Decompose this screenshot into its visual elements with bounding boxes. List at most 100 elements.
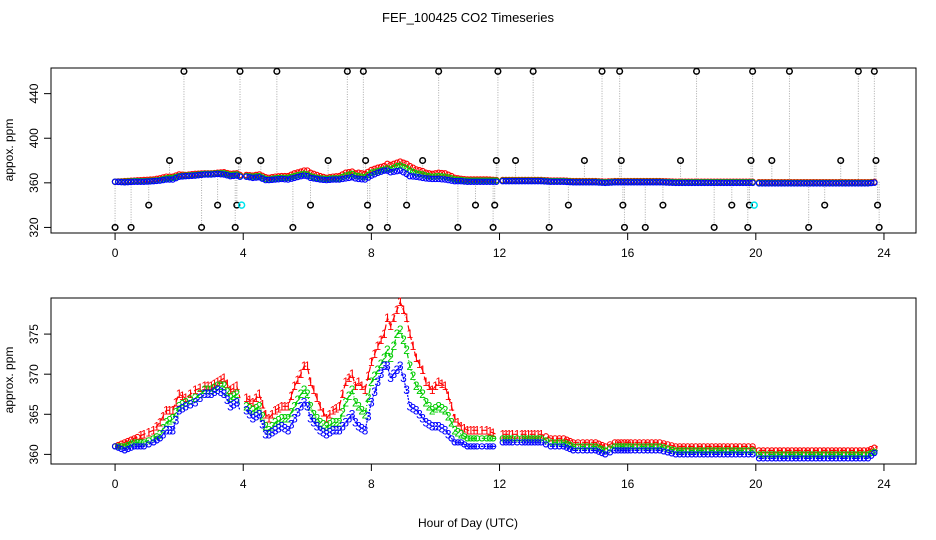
p2-point-series-1	[640, 439, 647, 446]
p2-marker-series-1: 1	[474, 423, 481, 437]
p1-point-series-3	[553, 178, 561, 185]
p2-point-series-3	[808, 455, 816, 462]
p2-point-series-2	[518, 435, 526, 442]
p2-line-series-3	[114, 364, 878, 459]
p2-ytick-label: 370	[27, 364, 41, 384]
p2-point-series-1	[631, 439, 639, 446]
p2-marker-series-3: 3	[166, 423, 173, 437]
p2-marker-series-3: 3	[349, 407, 356, 421]
p2-marker-series-1: 1	[346, 371, 353, 385]
p2-marker-series-3: 3	[397, 359, 404, 373]
p2-marker-series-1: 1	[464, 423, 471, 437]
p2-point-series-2	[840, 451, 848, 458]
p2-marker-series-1: 1	[217, 373, 224, 387]
p1-point-series-3	[377, 168, 385, 175]
p1-point-series-3	[291, 174, 298, 182]
p1-point-series-3	[835, 180, 843, 187]
p2-point-series-1	[696, 443, 703, 450]
p2-marker-series-1: 1	[166, 403, 173, 417]
p2-marker-series-1: 1	[509, 427, 516, 441]
p1-point-series-3	[470, 178, 478, 185]
p1-point-series-3	[156, 177, 164, 184]
p2-point-series-1	[621, 439, 628, 446]
p1-point-series-3	[396, 167, 404, 174]
p2-marker-series-1: 1	[374, 339, 381, 353]
p1-calibration-point	[710, 223, 718, 231]
p1-point-series-3	[307, 174, 314, 182]
p2-point-series-2	[521, 435, 529, 442]
p1-calibration-point	[127, 223, 135, 231]
p1-point-series-3	[595, 179, 603, 186]
p2-marker-series-1: 1	[141, 427, 148, 441]
p1-point-series-3	[710, 179, 718, 187]
p2-marker-series-2: 2	[330, 415, 337, 429]
p1-point-series-3	[272, 176, 279, 183]
p2-point-series-2	[828, 451, 836, 458]
p2-marker-series-3: 3	[371, 385, 378, 399]
p1-point-series-3	[656, 179, 663, 186]
p2-point-series-3	[588, 447, 595, 454]
p2-point-series-1	[755, 447, 763, 454]
p2-point-series-1	[588, 439, 595, 446]
p1-point-series-3	[778, 180, 785, 187]
p2-marker-series-1: 1	[490, 426, 497, 440]
p1-point-series-3	[288, 175, 295, 182]
p1-point-series-3	[813, 180, 820, 187]
p2-point-series-2	[611, 443, 619, 450]
p1-xtick-label: 12	[493, 246, 507, 260]
p2-marker-series-2: 2	[201, 383, 208, 397]
p1-point-series-3	[742, 179, 750, 187]
p2-marker-series-3: 3	[416, 407, 423, 421]
p2-marker-series-1: 1	[307, 375, 314, 389]
p1-point-series-3	[659, 179, 667, 186]
p2-point-series-3	[111, 443, 119, 450]
p1-calibration-point	[676, 156, 685, 165]
p2-marker-series-3: 3	[410, 401, 417, 415]
p1-point-series-3	[685, 179, 692, 187]
p2-marker-series-1: 1	[262, 407, 269, 421]
p2-point-series-2	[700, 447, 707, 454]
p1-point-series-3	[230, 172, 237, 180]
p2-marker-series-2: 2	[298, 387, 305, 401]
p2-marker-series-2: 2	[458, 427, 465, 441]
p1-calibration-point	[198, 223, 206, 231]
p2-point-series-3	[583, 447, 591, 454]
p1-point-series-3	[726, 179, 734, 187]
p2-marker-series-2: 2	[323, 419, 330, 433]
p2-marker-series-3: 3	[256, 407, 263, 421]
p1-point-series-3	[505, 177, 513, 185]
p2-marker-series-3: 3	[439, 421, 446, 435]
p1-point-series-3	[601, 179, 609, 187]
p2-point-series-2	[464, 435, 471, 442]
p2-point-series-3	[852, 455, 860, 462]
p2-point-series-1	[824, 447, 832, 454]
p1-point-series-3	[432, 175, 439, 183]
p2-point-series-3	[800, 455, 808, 462]
p1-point-series-3	[662, 179, 670, 186]
p2-marker-series-1: 1	[317, 399, 324, 413]
p2-marker-series-2: 2	[221, 379, 228, 393]
p1-point-series-3	[730, 179, 737, 187]
p2-marker-series-3: 3	[278, 419, 285, 433]
p2-point-series-3	[688, 451, 695, 458]
p2-marker-series-1: 1	[362, 383, 369, 397]
p1-point-series-3	[810, 180, 817, 187]
p2-marker-series-2: 2	[182, 395, 189, 409]
p2-point-series-2	[788, 451, 796, 458]
p2-point-series-2	[483, 435, 490, 442]
p2-point-series-1	[804, 447, 812, 454]
p2-marker-series-1: 1	[320, 405, 327, 419]
p2-point-series-1	[560, 435, 567, 442]
p1-point-series-3	[191, 172, 199, 179]
p2-point-series-1	[720, 443, 727, 450]
p2-point-series-1	[704, 443, 711, 450]
p2-marker-series-3: 3	[352, 415, 359, 429]
p1-point-series-3	[653, 179, 660, 186]
p2-point-series-1	[644, 439, 651, 446]
p1-point-series-3	[243, 173, 250, 180]
p2-point-series-2	[732, 447, 739, 454]
p2-point-series-1	[724, 443, 731, 450]
p1-calibration-point	[619, 201, 627, 209]
